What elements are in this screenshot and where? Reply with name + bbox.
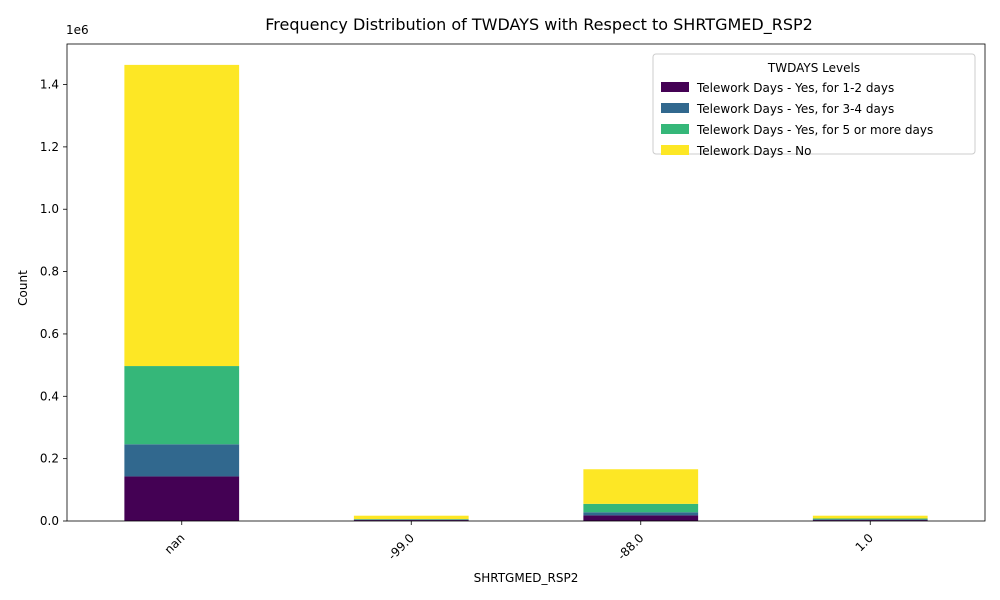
- legend-title: TWDAYS Levels: [767, 61, 860, 75]
- legend-swatch-series-4: [661, 145, 689, 155]
- y-tick-label: 1.4: [40, 78, 59, 92]
- bar-segment-nan-series-4: [124, 64, 240, 367]
- legend-swatch-series-2: [661, 103, 689, 113]
- bar-segment-nan-series-1: [124, 476, 240, 521]
- legend-label-series-2: Telework Days - Yes, for 3-4 days: [696, 102, 894, 116]
- y-axis-offset-label: 1e6: [66, 23, 89, 37]
- legend-box: [652, 53, 976, 155]
- y-tick-label: 0.2: [40, 452, 59, 466]
- y-tick-label: 1.2: [40, 140, 59, 154]
- y-tick-label: 0.4: [40, 389, 59, 403]
- y-tick-label: 0.8: [40, 265, 59, 279]
- y-axis-label: Count: [16, 270, 30, 306]
- legend-label-series-4: Telework Days - No: [696, 144, 811, 158]
- bar-segment-nan-series-2: [124, 444, 240, 477]
- y-tick-label: 1.0: [40, 202, 59, 216]
- bar-segment-1.0-series-3: [812, 518, 928, 520]
- bar-segment--99.0-series-1: [353, 520, 469, 521]
- bar-segment--88.0-series-1: [583, 515, 699, 521]
- bar-segment-1.0-series-1: [812, 520, 928, 521]
- y-tick-label: 0.0: [40, 514, 59, 528]
- legend-label-series-1: Telework Days - Yes, for 1-2 days: [696, 81, 894, 95]
- legend: TWDAYS Levels Telework Days - Yes, for 1-…: [652, 53, 976, 158]
- axes-frame: [66, 43, 986, 522]
- bar-segment--88.0-series-3: [583, 503, 699, 513]
- chart-title: Frequency Distribution of TWDAYS with Re…: [265, 15, 813, 35]
- legend-swatch-series-3: [661, 124, 689, 134]
- legend-label-series-3: Telework Days - Yes, for 5 or more days: [696, 123, 933, 137]
- bar-segment--88.0-series-2: [583, 512, 699, 516]
- bar-segment--99.0-series-4: [353, 515, 469, 520]
- bar-segment-1.0-series-2: [812, 519, 928, 521]
- x-axis-label: SHRTGMED_RSP2: [474, 571, 579, 585]
- bar-segment--88.0-series-4: [583, 469, 699, 504]
- y-tick-label: 0.6: [40, 327, 59, 341]
- bar-segment-1.0-series-4: [812, 515, 928, 519]
- bar-segment-nan-series-3: [124, 366, 240, 445]
- legend-swatch-series-1: [661, 82, 689, 92]
